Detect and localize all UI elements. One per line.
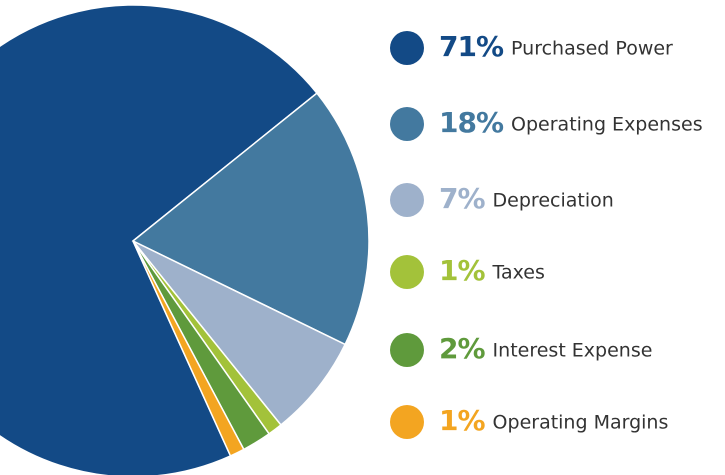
pie-slice [132,240,347,426]
legend-label: Depreciation [493,190,614,212]
legend-percent: 1% [439,254,485,287]
pie-slice [132,240,245,457]
legend-label: Interest Expense [493,340,653,362]
legend-label: Taxes [492,262,545,284]
legend-percent: 71% [439,30,504,63]
legend-percent: 2% [439,332,485,365]
legend-swatch [390,333,424,367]
legend-percent: 18% [439,106,504,139]
pie-slice [131,92,370,346]
pie-slice [0,4,318,475]
legend-label: Operating Margins [493,412,669,434]
legend-swatch [390,183,424,217]
legend-percent: 1% [439,404,485,437]
legend-percent: 7% [439,182,485,215]
legend-swatch [390,31,424,65]
legend-swatch [390,255,424,289]
legend-swatch [390,107,424,141]
legend-label: Purchased Power [511,38,673,60]
legend-swatch [390,405,424,439]
legend-label: Operating Expenses [511,114,703,136]
